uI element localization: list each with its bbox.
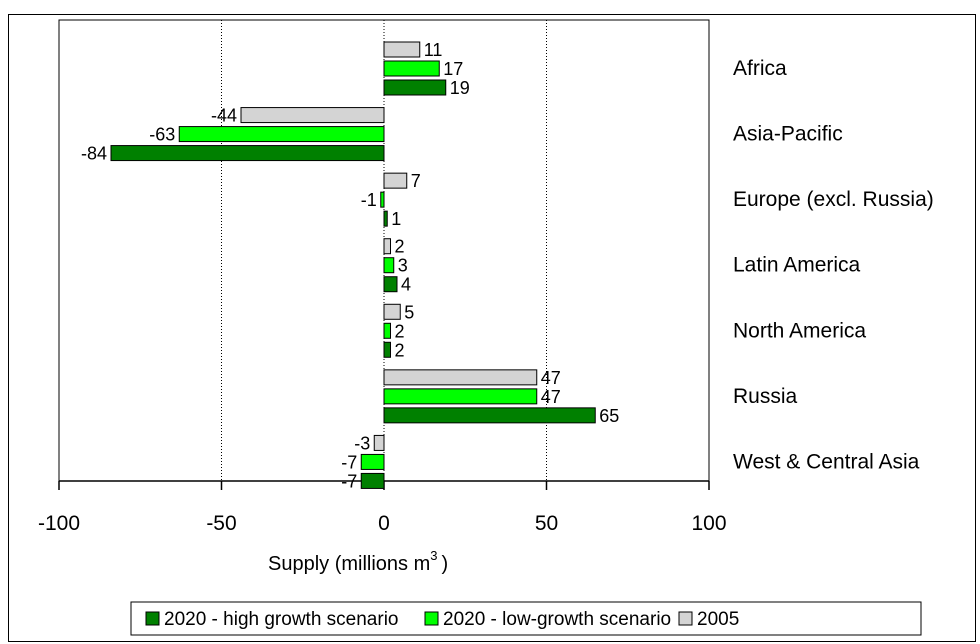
legend-swatch-2005: [678, 611, 693, 626]
bar-2020-low-growth-scenario-north-america: [383, 322, 391, 339]
x-axis-title: Supply (millions m3): [268, 548, 448, 575]
data-label-2020-high-growth-scenario-europe-excl-russia: 1: [391, 209, 401, 229]
data-label-2020-low-growth-scenario-africa: 17: [443, 59, 463, 79]
bar-2020-low-growth-scenario-latin-america: [383, 257, 395, 274]
bar-2005-asia-pacific: [240, 107, 385, 124]
category-label-asia-pacific: Asia-Pacific: [733, 123, 843, 146]
data-label-2005-latin-america: 2: [395, 237, 405, 257]
data-label-2020-low-growth-scenario-north-america: 2: [395, 321, 405, 341]
x-tick-label-50: 50: [535, 512, 558, 535]
data-label-2020-low-growth-scenario-latin-america: 3: [398, 256, 408, 276]
legend-swatch-2020-low-growth-scenario: [424, 611, 439, 626]
data-label-2020-low-growth-scenario-asia-pacific: -63: [149, 125, 175, 145]
legend-label-2020-low-growth-scenario: 2020 - low-growth scenario: [443, 609, 671, 630]
data-label-2020-high-growth-scenario-north-america: 2: [395, 340, 405, 360]
data-label-2020-high-growth-scenario-russia: 65: [599, 406, 619, 426]
bar-2005-europe-excl-russia: [383, 172, 408, 189]
data-label-2005-russia: 47: [541, 368, 561, 388]
bar-2005-west-central-asia: [373, 434, 385, 451]
bar-2020-low-growth-scenario-europe-excl-russia: [380, 191, 385, 208]
data-label-2020-high-growth-scenario-asia-pacific: -84: [81, 144, 107, 164]
data-label-2020-low-growth-scenario-west-central-asia: -7: [341, 452, 357, 472]
bar-2020-low-growth-scenario-west-central-asia: [360, 453, 385, 470]
data-label-2005-north-america: 5: [404, 302, 414, 322]
bar-2020-high-growth-scenario-north-america: [383, 341, 391, 358]
category-label-west-central-asia: West & Central Asia: [733, 450, 920, 473]
bar-2020-high-growth-scenario-africa: [383, 79, 447, 96]
data-label-2005-asia-pacific: -44: [211, 106, 237, 126]
category-label-russia: Russia: [733, 385, 798, 408]
data-label-2005-europe-excl-russia: 7: [411, 171, 421, 191]
category-label-latin-america: Latin America: [733, 254, 861, 277]
legend: [130, 601, 922, 636]
data-label-2020-low-growth-scenario-europe-excl-russia: -1: [361, 190, 377, 210]
bar-2005-north-america: [383, 303, 401, 320]
x-tick-label-0: 0: [378, 512, 390, 535]
category-label-north-america: North America: [733, 319, 866, 342]
x-tick-label-100: -100: [38, 512, 80, 535]
category-label-africa: Africa: [733, 57, 787, 80]
x-tick-label-50: -50: [206, 512, 236, 535]
legend-swatch-2020-high-growth-scenario: [145, 611, 160, 626]
bar-2020-low-growth-scenario-africa: [383, 60, 440, 77]
bar-2020-high-growth-scenario-europe-excl-russia: [383, 210, 388, 227]
data-label-2020-low-growth-scenario-russia: 47: [541, 387, 561, 407]
bar-2020-low-growth-scenario-asia-pacific: [178, 126, 385, 143]
data-label-2020-high-growth-scenario-latin-america: 4: [401, 275, 411, 295]
bar-2020-high-growth-scenario-asia-pacific: [110, 145, 385, 162]
x-tick-label-100: 100: [691, 512, 726, 535]
bar-2005-russia: [383, 369, 538, 386]
bar-2020-high-growth-scenario-west-central-asia: [360, 472, 385, 489]
data-label-2005-africa: 11: [424, 40, 443, 60]
legend-label-2020-high-growth-scenario: 2020 - high growth scenario: [164, 609, 398, 630]
x-axis-title-superscript: 3: [430, 548, 437, 563]
x-axis-title-suffix: ): [442, 553, 449, 575]
bar-2005-latin-america: [383, 238, 391, 255]
chart-frame: [8, 14, 976, 642]
legend-label-2005: 2005: [697, 609, 739, 630]
bar-2020-low-growth-scenario-russia: [383, 388, 538, 405]
data-label-2020-high-growth-scenario-africa: 19: [450, 78, 470, 98]
bar-2020-high-growth-scenario-russia: [383, 407, 596, 424]
data-label-2020-high-growth-scenario-west-central-asia: -7: [341, 471, 357, 491]
category-label-europe-excl-russia: Europe (excl. Russia): [733, 188, 934, 211]
bar-2020-high-growth-scenario-latin-america: [383, 276, 398, 293]
data-label-2005-west-central-asia: -3: [354, 433, 370, 453]
bar-2005-africa: [383, 41, 421, 58]
